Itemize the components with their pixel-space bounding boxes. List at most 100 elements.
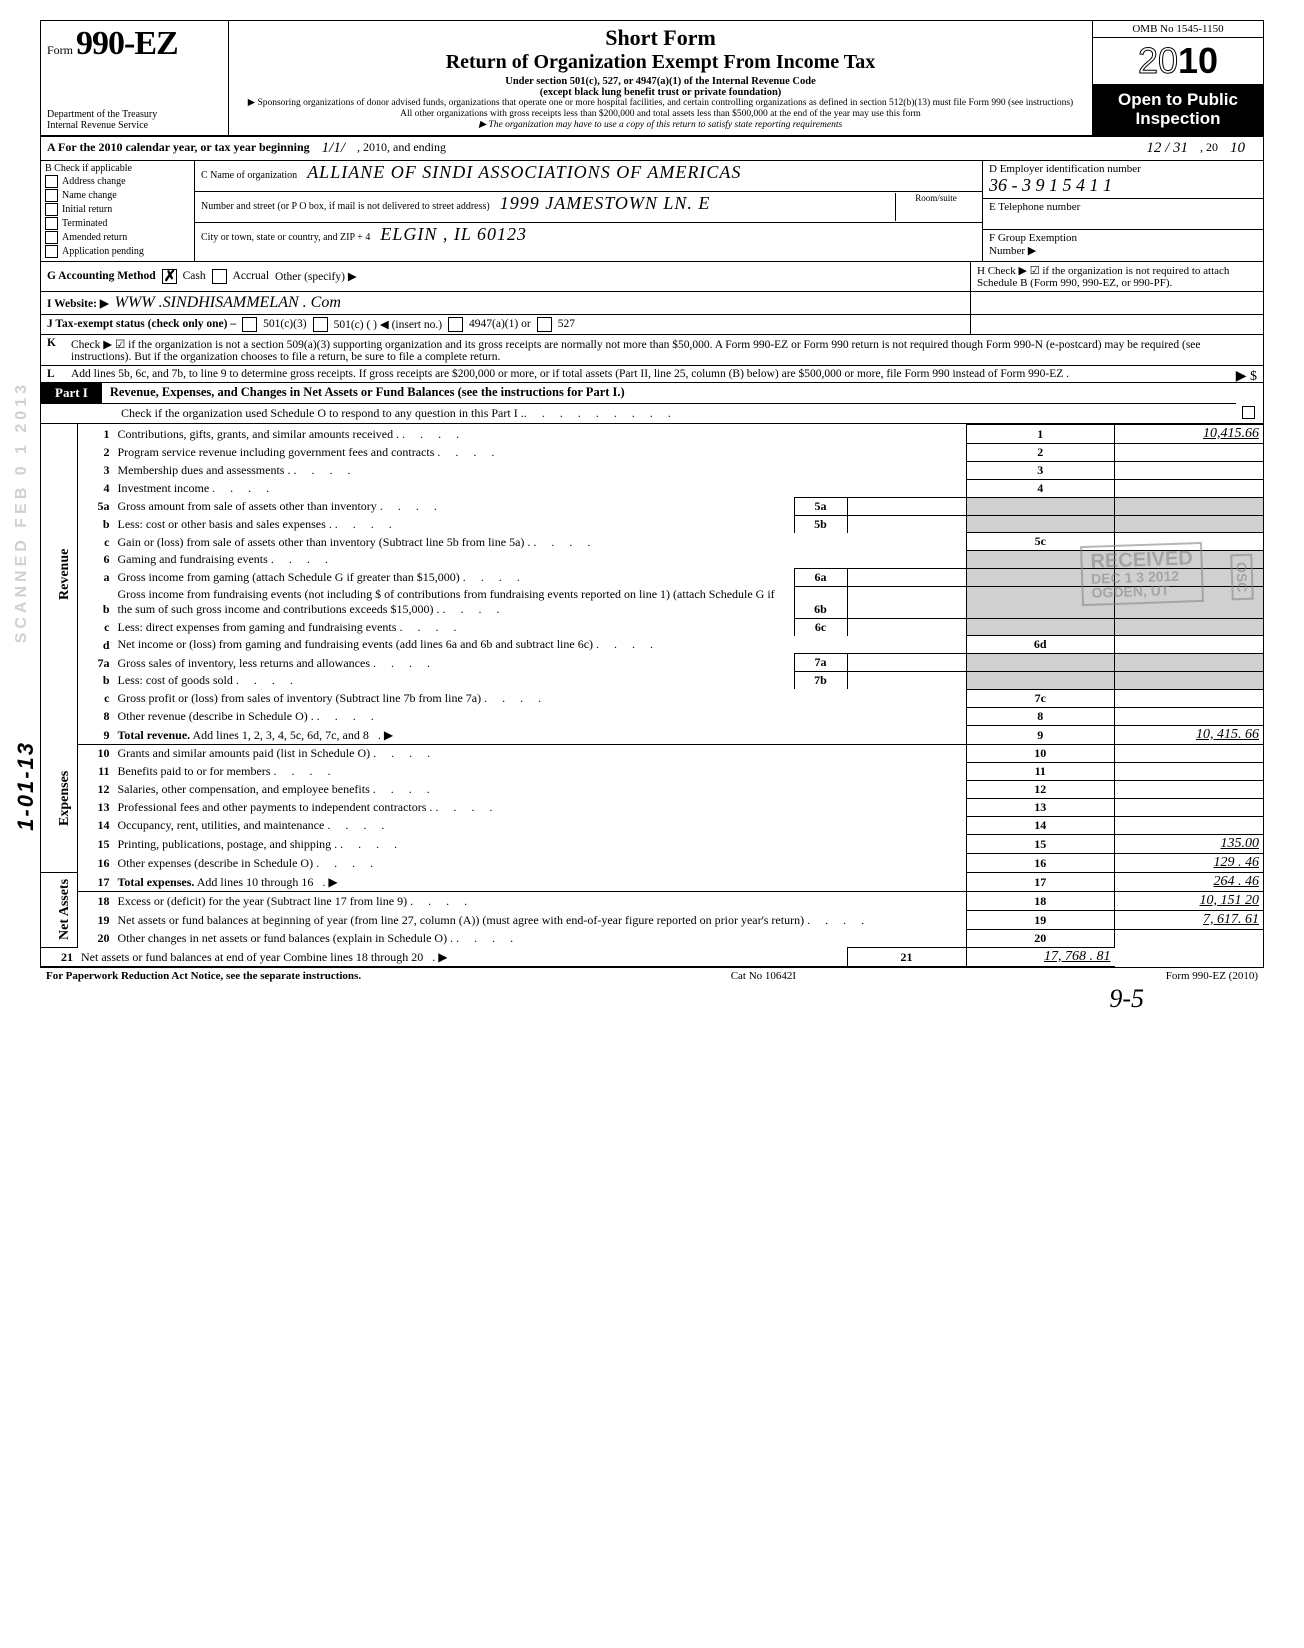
col-c-org-info: C Name of organization ALLIANE OF SINDI …: [195, 161, 982, 261]
part1-sub: Check if the organization used Schedule …: [41, 404, 1263, 424]
website-value: WWW .SINDHISAMMELAN . Com: [115, 294, 341, 312]
part1-sub-text: Check if the organization used Schedule …: [121, 406, 524, 421]
title-return: Return of Organization Exempt From Incom…: [237, 51, 1084, 74]
line-8: 8Other revenue (describe in Schedule O) …: [41, 707, 1263, 725]
line-desc: Gross amount from sale of assets other t…: [114, 497, 795, 515]
chk-accrual[interactable]: [212, 269, 227, 284]
org-name-value: ALLIANE OF SINDI ASSOCIATIONS OF AMERICA…: [307, 162, 741, 183]
year-outline: 20: [1138, 40, 1178, 81]
line-10: 10Grants and similar amounts paid (list …: [41, 744, 1263, 762]
rowA-end: 12 / 31: [1146, 140, 1188, 157]
form-990ez: SCANNED FEB 0 1 2013 1-01-13 Form 990-EZ…: [40, 20, 1264, 968]
page-footer: For Paperwork Reduction Act Notice, see …: [40, 968, 1264, 984]
line-desc: Membership dues and assessments . . . . …: [114, 461, 967, 479]
chk-pending[interactable]: Application pending: [45, 245, 190, 258]
chk-527[interactable]: [537, 317, 552, 332]
line-21: 21Net assets or fund balances at end of …: [41, 947, 1263, 966]
chk-schedule-o[interactable]: [1242, 406, 1255, 419]
line-11: 11Benefits paid to or for members . . . …: [41, 762, 1263, 780]
chk-4947[interactable]: [448, 317, 463, 332]
ein-value: 36 - 3 9 1 5 4 1 1: [989, 175, 1257, 196]
hand-mark: 9-5: [40, 984, 1264, 1014]
tax-exempt-status: J Tax-exempt status (check only one) – 5…: [41, 315, 970, 334]
rowA-prefix: A For the 2010 calendar year, or tax yea…: [47, 140, 310, 157]
dept-treasury: Department of the Treasury: [47, 109, 222, 120]
subtitle-code: Under section 501(c), 527, or 4947(a)(1)…: [237, 76, 1084, 87]
line-3: 3Membership dues and assessments . . . .…: [41, 461, 1263, 479]
title-short-form: Short Form: [237, 25, 1084, 51]
col-def: D Employer identification number 36 - 3 …: [982, 161, 1263, 261]
line-5b: bLess: cost or other basis and sales exp…: [41, 515, 1263, 533]
fine-other: All other organizations with gross recei…: [237, 109, 1084, 120]
tax-year: 2010: [1093, 38, 1263, 85]
omb-number: OMB No 1545-1150: [1093, 21, 1263, 38]
line-desc: Grants and similar amounts paid (list in…: [114, 744, 967, 762]
j-label: J Tax-exempt status (check only one) –: [47, 318, 236, 330]
city-value: ELGIN , IL 60123: [380, 224, 527, 245]
line-desc: Professional fees and other payments to …: [114, 798, 967, 816]
section-revenue: Revenue: [41, 424, 77, 725]
footer-left: For Paperwork Reduction Act Notice, see …: [46, 970, 361, 982]
form-number-value: 990-EZ: [76, 25, 178, 62]
rowA-suffix: , 20: [1200, 140, 1218, 157]
line-desc: Contributions, gifts, grants, and simila…: [114, 424, 967, 443]
group-ex-number: Number ▶: [989, 245, 1036, 257]
chk-amended[interactable]: Amended return: [45, 231, 190, 244]
left-hand-date: 1-01-13: [13, 741, 39, 831]
org-street-row: Number and street (or P O box, if mail i…: [195, 192, 982, 223]
line-6c: cLess: direct expenses from gaming and f…: [41, 618, 1263, 636]
line-desc: Total expenses. Add lines 10 through 16 …: [114, 872, 967, 891]
fine-state: ▶ The organization may have to use a cop…: [237, 120, 1084, 131]
row-a-tax-year: A For the 2010 calendar year, or tax yea…: [41, 137, 1263, 161]
chk-address[interactable]: Address change: [45, 175, 190, 188]
line-15: 15Printing, publications, postage, and s…: [41, 834, 1263, 853]
line-desc: Other changes in net assets or fund bala…: [114, 929, 967, 947]
line-desc: Gain or (loss) from sale of assets other…: [114, 533, 967, 551]
chk-initial[interactable]: Initial return: [45, 203, 190, 216]
website-label: I Website: ▶: [47, 296, 109, 310]
line-6: 6Gaming and fundraising events . . . .: [41, 551, 1263, 569]
chk-name[interactable]: Name change: [45, 189, 190, 202]
form-number: Form 990-EZ: [47, 25, 222, 63]
rowA-begin: 1/1/: [322, 140, 345, 157]
org-city-row: City or town, state or country, and ZIP …: [195, 223, 982, 253]
org-name-label: C Name of organization: [201, 170, 297, 181]
row-j: J Tax-exempt status (check only one) – 5…: [41, 315, 1263, 335]
row-k: K Check ▶ ☑ if the organization is not a…: [41, 335, 1263, 366]
lines-table: Revenue1Contributions, gifts, grants, an…: [41, 424, 1263, 967]
line-desc: Net assets or fund balances at end of ye…: [77, 947, 847, 966]
line-desc: Investment income . . . .: [114, 479, 967, 497]
row-g-h: G Accounting Method Cash Accrual Other (…: [41, 262, 1263, 292]
line-desc: Total revenue. Add lines 1, 2, 3, 4, 5c,…: [114, 725, 967, 744]
chk-501c3[interactable]: [242, 317, 257, 332]
street-value: 1999 JAMESTOWN LN. E: [500, 193, 711, 214]
chk-501c[interactable]: [313, 317, 328, 332]
g-label: G Accounting Method: [47, 270, 156, 282]
ein-label: D Employer identification number: [989, 163, 1257, 175]
chk-cash[interactable]: [162, 269, 177, 284]
line-6b: bGross income from fundraising events (n…: [41, 586, 1263, 618]
l-label: L: [47, 368, 55, 380]
header-mid: Short Form Return of Organization Exempt…: [229, 21, 1092, 135]
section-net-assets: Net Assets: [41, 872, 77, 947]
accounting-method: G Accounting Method Cash Accrual Other (…: [41, 262, 970, 291]
org-name-row: C Name of organization ALLIANE OF SINDI …: [195, 161, 982, 192]
line-7b: bLess: cost of goods sold . . . .7b: [41, 672, 1263, 690]
h-schedule-b: H Check ▶ ☑ if the organization is not r…: [970, 262, 1263, 291]
fine-sponsoring: ▶ Sponsoring organizations of donor advi…: [237, 98, 1084, 109]
k-text: Check ▶ ☑ if the organization is not a s…: [71, 339, 1201, 363]
section-expenses: Expenses: [41, 725, 77, 872]
line-17: Net Assets17Total expenses. Add lines 10…: [41, 872, 1263, 891]
line-desc: Other revenue (describe in Schedule O) .…: [114, 707, 967, 725]
phone-label: E Telephone number: [983, 199, 1263, 231]
part1-header: Part I Revenue, Expenses, and Changes in…: [41, 383, 1236, 404]
line-6a: aGross income from gaming (attach Schedu…: [41, 568, 1263, 586]
chk-terminated[interactable]: Terminated: [45, 217, 190, 230]
open-to-public: Open to Public Inspection: [1093, 85, 1263, 135]
header-left: Form 990-EZ Department of the Treasury I…: [41, 21, 229, 135]
line-12: 12Salaries, other compensation, and empl…: [41, 780, 1263, 798]
dept-irs: Internal Revenue Service: [47, 120, 222, 131]
website-row: I Website: ▶ WWW .SINDHISAMMELAN . Com: [41, 292, 970, 314]
line-6d: dNet income or (loss) from gaming and fu…: [41, 636, 1263, 654]
form-header: Form 990-EZ Department of the Treasury I…: [41, 21, 1263, 137]
